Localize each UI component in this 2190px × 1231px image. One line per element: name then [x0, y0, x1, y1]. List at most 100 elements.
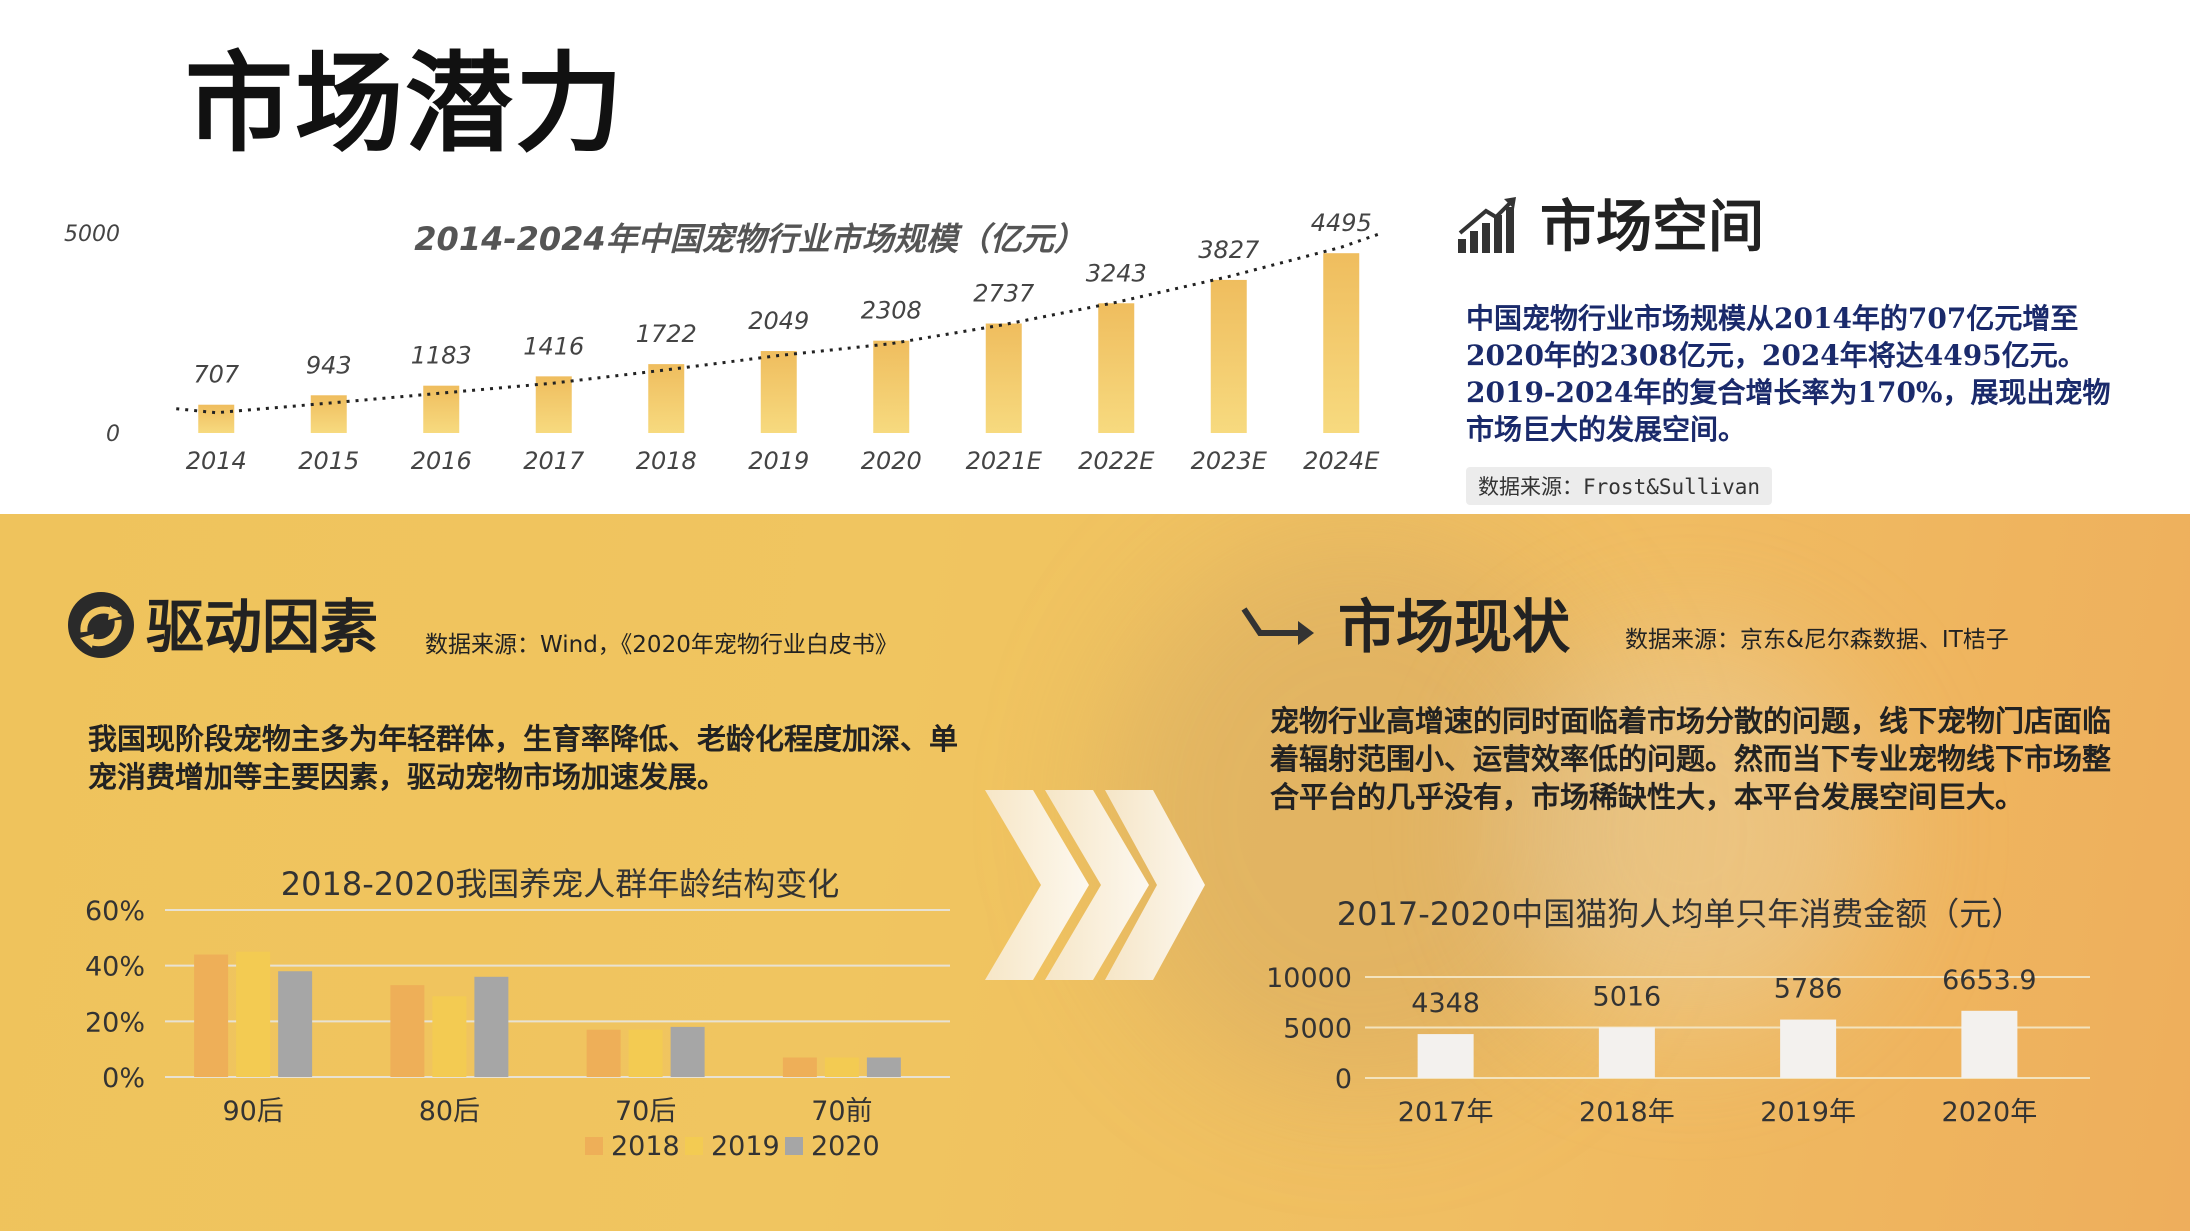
bar: [432, 996, 467, 1077]
market-space-heading: 市场空间: [1540, 195, 1764, 260]
legend-swatch: [685, 1137, 703, 1155]
bar: [236, 951, 271, 1077]
data-label: 2737: [973, 280, 1035, 308]
x-tick-label: 2017年: [1398, 1097, 1494, 1128]
data-label: 943: [306, 351, 352, 379]
x-tick-label: 2021E: [966, 447, 1043, 475]
y-axis-ticks: 0 5000 10000: [1266, 963, 1352, 1095]
drivers-heading: 驱动因素: [146, 593, 379, 661]
x-tick-label: 90后: [222, 1096, 283, 1127]
y-tick-label: 10000: [1266, 963, 1352, 994]
bar: [760, 351, 797, 433]
bar: [1598, 1027, 1655, 1078]
age-structure-chart: 2018-2020我国养宠人群年龄结构变化 0% 20% 40% 60% 90后 80后…: [85, 865, 950, 1162]
data-label: 2308: [861, 297, 922, 325]
y-tick-label: 5000: [1283, 1014, 1352, 1045]
y-tick-label: 40%: [85, 952, 145, 983]
bars: [198, 253, 1360, 433]
bar: [1961, 1010, 2018, 1078]
top-section: [0, 0, 2190, 514]
bar: [535, 376, 572, 433]
bar: [648, 364, 685, 433]
legend-label: 2020: [811, 1131, 880, 1162]
x-axis-ticks: 90后 80后 70后 70前: [222, 1096, 872, 1127]
legend-label: 2018: [611, 1131, 680, 1162]
x-tick-label: 2014: [186, 447, 247, 475]
drivers-text: 我国现阶段宠物主多为年轻群体，生育率降低、老龄化程度加深、单宠消费增加等主要因素…: [88, 722, 959, 794]
market-size-chart: 2014-2024年中国宠物行业市场规模（亿元） 0 5000 707 943 118…: [64, 209, 1382, 475]
y-tick-label: 0%: [102, 1063, 145, 1094]
bar: [194, 954, 229, 1077]
bar: [1323, 253, 1360, 433]
data-label: 4348: [1411, 988, 1480, 1019]
data-label: 3243: [1086, 259, 1147, 287]
data-label: 1416: [523, 332, 584, 360]
data-label: 5016: [1593, 981, 1662, 1012]
market-space-text: 中国宠物行业市场规模从2014年的707亿元增至2020年的2308亿元，202…: [1466, 302, 2111, 446]
chevron-arrows-icon: [985, 790, 1205, 980]
chart-title: 2018-2020我国养宠人群年龄结构变化: [281, 865, 839, 903]
bar: [198, 404, 235, 433]
data-label: 1183: [411, 342, 472, 370]
y-tick-label: 0: [1335, 1064, 1352, 1095]
data-label: 707: [193, 361, 240, 389]
bars: [194, 951, 901, 1077]
page-title: 市场潜力: [185, 42, 626, 167]
trendline: [176, 231, 1382, 415]
turn-right-arrow-icon: [1240, 605, 1315, 645]
data-label: 4495: [1311, 209, 1372, 237]
status-text: 宠物行业高增速的同时面临着市场分散的问题，线下宠物门店面临着辐射范围小、运营效率…: [1270, 704, 2112, 814]
bar: [824, 1057, 859, 1077]
data-label: 3827: [1198, 236, 1260, 264]
chart-title: 2017-2020中国猫狗人均单只年消费金额（元）: [1337, 895, 2023, 933]
x-tick-label: 2018: [636, 447, 697, 475]
x-tick-label: 2020年: [1942, 1097, 2038, 1128]
x-tick-label: 2017: [523, 447, 585, 475]
legend-swatch: [785, 1137, 803, 1155]
x-tick-label: 2020: [861, 447, 922, 475]
rising-bar-chart-icon: [1456, 195, 1518, 255]
bar: [586, 1029, 621, 1077]
x-tick-label: 2019年: [1760, 1097, 1856, 1128]
background-cat-highlight: [1500, 634, 1880, 1034]
y-tick-label: 0: [106, 422, 120, 447]
data-labels: 707 943 1183 1416 1722 2049 2308 2737 3243 3827 44…: [193, 209, 1371, 389]
bar: [1210, 279, 1247, 433]
x-axis-ticks: 2017年 2018年 2019年 2020年: [1398, 1097, 2037, 1128]
market-space-source: 数据来源：Frost&Sullivan: [1466, 467, 1773, 505]
drivers-source: 数据来源：Wind，《2020年宠物行业白皮书》: [425, 632, 898, 658]
bar: [474, 976, 509, 1077]
data-label: 2049: [748, 307, 809, 335]
legend-swatch: [585, 1137, 603, 1155]
bar: [1780, 1019, 1837, 1078]
bars: [1417, 1010, 2018, 1078]
x-tick-label: 2022E: [1078, 447, 1155, 475]
recycle-swirl-icon: [66, 590, 136, 660]
status-heading: 市场现状: [1338, 593, 1571, 661]
data-label: 6653.9: [1942, 965, 2036, 996]
data-label: 5786: [1774, 974, 1843, 1005]
bar: [670, 1026, 705, 1077]
x-tick-label: 2024E: [1303, 447, 1380, 475]
bar: [310, 395, 347, 433]
bar: [390, 985, 425, 1077]
y-axis-ticks: 0 5000: [64, 222, 120, 447]
spending-chart: 2017-2020中国猫狗人均单只年消费金额（元） 0 5000 10000 434…: [1266, 895, 2090, 1128]
x-axis-ticks: 2014 2015 2016 2017 2018 2019 2020 2021E 2022E 20…: [186, 447, 1380, 475]
bar: [1417, 1034, 1474, 1078]
x-tick-label: 2018年: [1579, 1097, 1675, 1128]
bar: [1098, 303, 1135, 433]
y-tick-label: 5000: [64, 222, 120, 247]
data-labels: 4348 5016 5786 6653.9: [1411, 965, 2036, 1019]
x-tick-label: 70后: [615, 1096, 676, 1127]
legend: 2018 2019 2020: [585, 1131, 880, 1162]
x-tick-label: 2019: [748, 447, 809, 475]
x-tick-label: 2016: [411, 447, 472, 475]
x-tick-label: 2023E: [1191, 447, 1268, 475]
data-label: 1722: [636, 320, 697, 348]
y-axis-ticks: 0% 20% 40% 60%: [85, 896, 145, 1094]
bar: [873, 340, 910, 433]
x-tick-label: 70前: [811, 1096, 872, 1127]
y-tick-label: 60%: [85, 896, 145, 927]
y-tick-label: 20%: [85, 1007, 145, 1038]
